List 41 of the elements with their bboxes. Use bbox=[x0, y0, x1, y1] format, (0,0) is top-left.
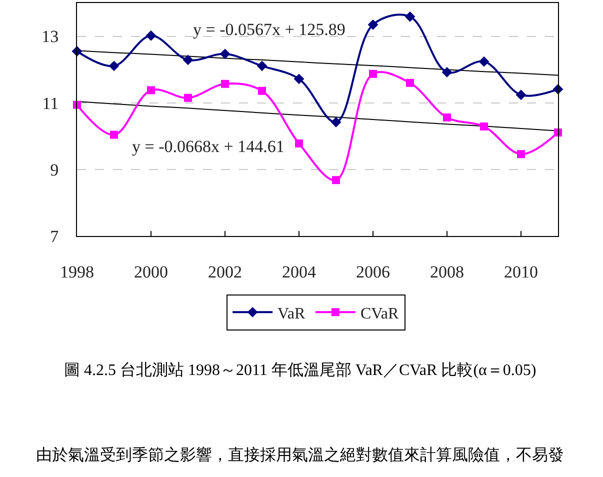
point bbox=[295, 139, 303, 148]
text: 由於氣溫受到季節之影響，直接採用氣溫之絕對數值來計算風險值，不易發 bbox=[36, 446, 564, 464]
caption: 圖 4.2.5 台北測站 1998～2011 年低溫尾部 VaR／CVaR 比較(α＝0.05) bbox=[64, 361, 536, 379]
legend-label: CVaR bbox=[360, 305, 399, 322]
x-tick-label: 2004 bbox=[282, 262, 316, 282]
point bbox=[368, 19, 378, 30]
point bbox=[516, 90, 526, 100]
x-tick-label: 2000 bbox=[134, 262, 168, 282]
x-tick-label: 2002 bbox=[208, 262, 242, 282]
point bbox=[220, 48, 230, 60]
point bbox=[406, 78, 414, 87]
point bbox=[443, 114, 451, 122]
y-tick-label: 9 bbox=[50, 160, 59, 180]
y-tick-label: 11 bbox=[42, 94, 59, 113]
point bbox=[442, 67, 452, 78]
point bbox=[256, 60, 268, 72]
point bbox=[294, 74, 304, 84]
point bbox=[147, 86, 155, 94]
point bbox=[182, 54, 194, 66]
point bbox=[332, 176, 340, 184]
x-tick-label: 2008 bbox=[430, 262, 464, 282]
point bbox=[517, 150, 525, 158]
legend-label: VaR bbox=[278, 305, 306, 322]
point bbox=[330, 116, 342, 128]
annotation: y = -0.0567x + 125.89 bbox=[193, 20, 346, 39]
y-tick-label: 13 bbox=[42, 27, 59, 46]
point bbox=[146, 30, 156, 41]
point bbox=[404, 11, 416, 22]
point bbox=[369, 70, 377, 78]
point bbox=[480, 122, 488, 130]
point bbox=[184, 94, 192, 102]
x-tick-label: 2006 bbox=[356, 262, 390, 282]
annotation: y = -0.0668x + 144.61 bbox=[132, 137, 284, 156]
point bbox=[221, 80, 229, 88]
point bbox=[478, 56, 490, 67]
point bbox=[258, 86, 266, 95]
point bbox=[110, 130, 118, 139]
x-tick-label: 1998 bbox=[60, 262, 94, 282]
point bbox=[108, 60, 120, 72]
y-tick-label: 7 bbox=[50, 226, 60, 246]
x-tick-label: 2010 bbox=[504, 262, 538, 282]
